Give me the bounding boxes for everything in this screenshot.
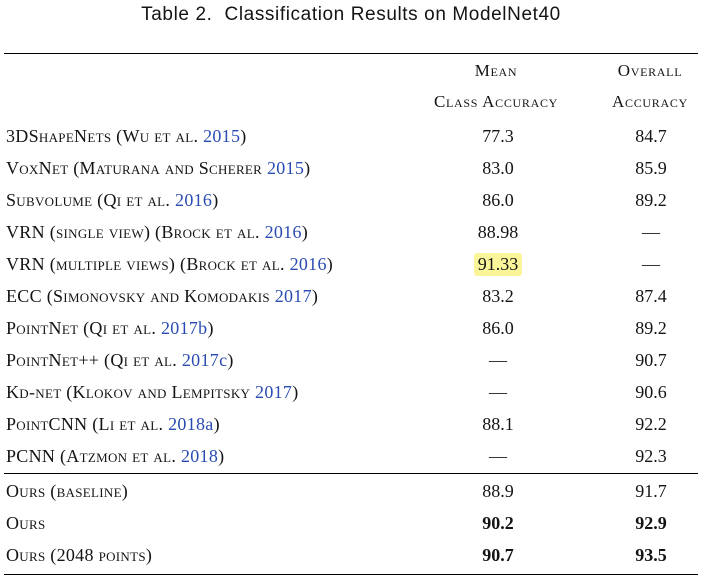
mean-class-accuracy-cell: 91.33	[452, 253, 544, 276]
table-row: 3DShapeNets (Wu et al. 2015) 77.3 84.7	[0, 121, 702, 153]
method-name: Ours (baseline)	[6, 481, 129, 501]
mean-class-accuracy-cell: 86.0	[482, 190, 514, 210]
table-row: PointCNN (Li et al. 2018a) 88.1 92.2	[0, 409, 702, 441]
overall-accuracy-cell: 85.9	[635, 158, 667, 178]
method-name: PointCNN (Li et al. 2018a)	[6, 414, 220, 434]
overall-accuracy-cell: —	[642, 222, 660, 242]
table-row: PCNN (Atzmon et al. 2018) — 92.3	[0, 441, 702, 473]
table-row: VoxNet (Maturana and Scherer 2015) 83.0 …	[0, 153, 702, 185]
section-rule	[4, 473, 698, 474]
caption-label: Table 2.	[141, 4, 213, 25]
method-name: VoxNet (Maturana and Scherer 2015)	[6, 158, 311, 178]
mean-class-accuracy-cell: —	[489, 446, 507, 466]
overall-accuracy-cell: 92.3	[635, 446, 667, 466]
table-row-ours: Ours (2048 points) 90.7 93.5	[0, 540, 702, 572]
method-name: Subvolume (Qi et al. 2016)	[6, 190, 219, 210]
table-row: PointNet++ (Qi et al. 2017c) — 90.7	[0, 345, 702, 377]
table-row-ours: Ours 90.2 92.9	[0, 508, 702, 540]
table-row: VRN (single view) (Brock et al. 2016) 88…	[0, 217, 702, 249]
table-row-ours: Ours (baseline) 88.9 91.7	[0, 476, 702, 508]
header-overall-line1: Overall	[617, 61, 683, 80]
method-name: PointNet++ (Qi et al. 2017c)	[6, 350, 234, 370]
method-name: PCNN (Atzmon et al. 2018)	[6, 446, 225, 466]
method-name: Kd-net (Klokov and Lempitsky 2017)	[6, 382, 299, 402]
table-row: Subvolume (Qi et al. 2016) 86.0 89.2	[0, 185, 702, 217]
header-overall-line2: Accuracy	[612, 92, 688, 111]
overall-accuracy-cell: 84.7	[635, 126, 667, 146]
citation-year-link[interactable]: 2016	[289, 254, 327, 274]
mean-class-accuracy-cell: 88.1	[482, 414, 514, 434]
table-row: PointNet (Qi et al. 2017b) 86.0 89.2	[0, 313, 702, 345]
table-row: Kd-net (Klokov and Lempitsky 2017) — 90.…	[0, 377, 702, 409]
mean-class-accuracy-cell: 86.0	[482, 318, 514, 338]
method-name: VRN (multiple views) (Brock et al. 2016)	[6, 254, 334, 274]
method-name: ECC (Simonovsky and Komodakis 2017)	[6, 286, 319, 306]
mean-class-accuracy-cell: —	[489, 382, 507, 402]
citation-year-link[interactable]: 2017	[274, 286, 312, 306]
highlighted-value: 91.33	[473, 253, 523, 276]
overall-accuracy-cell: 92.9	[635, 513, 667, 533]
overall-accuracy-cell: 90.7	[635, 350, 667, 370]
mean-class-accuracy-cell: 77.3	[482, 126, 514, 146]
bottom-rule	[4, 574, 698, 576]
mean-class-accuracy-cell: 83.2	[482, 286, 514, 306]
mean-class-accuracy-cell: 90.2	[482, 513, 514, 533]
overall-accuracy-cell: 89.2	[635, 318, 667, 338]
citation-year-link[interactable]: 2017b	[160, 318, 208, 338]
mean-class-accuracy-cell: 88.9	[482, 481, 514, 501]
overall-accuracy-cell: 90.6	[635, 382, 667, 402]
citation-year-link[interactable]: 2016	[175, 190, 213, 210]
method-name: VRN (single view) (Brock et al. 2016)	[6, 222, 309, 242]
caption-title: Classification Results on ModelNet40	[224, 4, 561, 25]
method-name: PointNet (Qi et al. 2017b)	[6, 318, 214, 338]
header-mean-line2: Class Accuracy	[433, 92, 559, 111]
header-mean-line1: Mean	[474, 61, 518, 80]
citation-year-link[interactable]: 2018	[180, 446, 219, 466]
header-overall-accuracy: Overall Accuracy	[596, 61, 702, 121]
method-name: 3DShapeNets (Wu et al. 2015)	[6, 126, 247, 146]
overall-accuracy-cell: 91.7	[635, 481, 667, 501]
citation-year-link[interactable]: 2015	[266, 158, 305, 178]
mean-class-accuracy-cell: —	[489, 350, 507, 370]
overall-accuracy-cell: —	[642, 254, 660, 274]
overall-accuracy-cell: 93.5	[635, 545, 667, 565]
table-caption: Table 2. Classification Results on ModelN…	[0, 4, 702, 26]
header-mean-class-accuracy: Mean Class Accuracy	[410, 61, 582, 121]
top-rule	[4, 53, 698, 55]
mean-class-accuracy-cell: 90.7	[482, 545, 514, 565]
citation-year-link[interactable]: 2015	[203, 126, 241, 146]
overall-accuracy-cell: 89.2	[635, 190, 667, 210]
method-name: Ours	[6, 513, 46, 533]
overall-accuracy-cell: 87.4	[635, 286, 667, 306]
citation-year-link[interactable]: 2018a	[168, 414, 214, 434]
table-row: ECC (Simonovsky and Komodakis 2017) 83.2…	[0, 281, 702, 313]
citation-year-link[interactable]: 2017c	[181, 350, 228, 370]
table-row: VRN (multiple views) (Brock et al. 2016)…	[0, 249, 702, 281]
method-name: Ours (2048 points)	[6, 545, 153, 565]
citation-year-link[interactable]: 2016	[264, 222, 302, 242]
mean-class-accuracy-cell: 83.0	[482, 158, 514, 178]
overall-accuracy-cell: 92.2	[635, 414, 667, 434]
mean-class-accuracy-cell: 88.98	[477, 222, 519, 242]
citation-year-link[interactable]: 2017	[255, 382, 293, 402]
